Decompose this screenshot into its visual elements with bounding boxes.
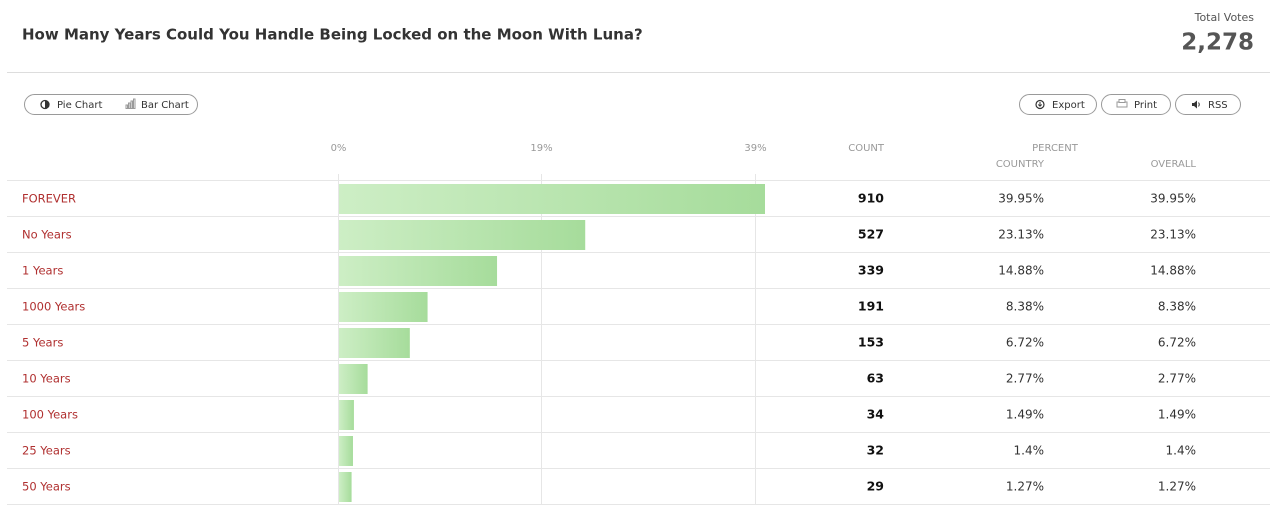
button-label: Print bbox=[1134, 100, 1157, 111]
vote-count: 63 bbox=[867, 371, 884, 386]
country-percent: 2.77% bbox=[1006, 372, 1044, 386]
overall-percent: 14.88% bbox=[1150, 264, 1196, 278]
overall-percent: 23.13% bbox=[1150, 228, 1196, 242]
bar bbox=[339, 292, 428, 322]
poll-title: How Many Years Could You Handle Being Lo… bbox=[22, 26, 643, 44]
column-header: OVERALL bbox=[1151, 159, 1197, 170]
vote-count: 32 bbox=[867, 443, 884, 458]
overall-percent: 1.27% bbox=[1158, 480, 1196, 494]
x-tick-label: 39% bbox=[744, 143, 766, 154]
option-label: 100 Years bbox=[22, 408, 78, 422]
overall-percent: 1.49% bbox=[1158, 408, 1196, 422]
total-votes: 2,278 bbox=[1181, 30, 1254, 56]
country-percent: 1.27% bbox=[1006, 480, 1044, 494]
pie-chart-button[interactable]: Pie Chart bbox=[40, 99, 102, 111]
vote-count: 34 bbox=[867, 407, 885, 422]
overall-percent: 8.38% bbox=[1158, 300, 1196, 314]
button-label: Pie Chart bbox=[57, 100, 102, 111]
button-label: Bar Chart bbox=[141, 100, 189, 111]
column-header: COUNT bbox=[848, 143, 885, 154]
country-percent: 14.88% bbox=[998, 264, 1044, 278]
total-votes-label: Total Votes bbox=[1194, 11, 1255, 24]
vote-count: 910 bbox=[858, 191, 884, 206]
print-button[interactable]: Print bbox=[1101, 94, 1171, 115]
option-label: 5 Years bbox=[22, 336, 63, 350]
country-percent: 1.49% bbox=[1006, 408, 1044, 422]
option-label: FOREVER bbox=[22, 192, 76, 206]
vote-count: 339 bbox=[858, 263, 884, 278]
vote-count: 153 bbox=[858, 335, 884, 350]
x-tick-label: 19% bbox=[530, 143, 552, 154]
button-label: Export bbox=[1052, 100, 1085, 111]
overall-percent: 2.77% bbox=[1158, 372, 1196, 386]
country-percent: 1.4% bbox=[1014, 444, 1045, 458]
option-label: 10 Years bbox=[22, 372, 71, 386]
country-percent: 8.38% bbox=[1006, 300, 1044, 314]
column-header: COUNTRY bbox=[996, 159, 1045, 170]
bar bbox=[339, 328, 410, 358]
option-label: 50 Years bbox=[22, 480, 71, 494]
bar bbox=[339, 472, 352, 502]
country-percent: 23.13% bbox=[998, 228, 1044, 242]
option-label: 1 Years bbox=[22, 264, 63, 278]
option-label: 25 Years bbox=[22, 444, 71, 458]
overall-percent: 6.72% bbox=[1158, 336, 1196, 350]
chart-toggle: Pie Chart Bar Chart bbox=[24, 94, 198, 115]
vote-count: 29 bbox=[867, 479, 884, 494]
option-label: No Years bbox=[22, 228, 72, 242]
bar bbox=[339, 436, 353, 466]
bar bbox=[339, 184, 765, 214]
overall-percent: 1.4% bbox=[1166, 444, 1197, 458]
rss-button[interactable]: RSS bbox=[1175, 94, 1241, 115]
option-label: 1000 Years bbox=[22, 300, 85, 314]
vote-count: 191 bbox=[858, 299, 884, 314]
x-tick-label: 0% bbox=[331, 143, 347, 154]
button-label: RSS bbox=[1208, 100, 1228, 111]
bar bbox=[339, 400, 354, 430]
overall-percent: 39.95% bbox=[1150, 192, 1196, 206]
export-button[interactable]: Export bbox=[1019, 94, 1097, 115]
bar bbox=[339, 220, 586, 250]
country-percent: 39.95% bbox=[998, 192, 1044, 206]
vote-count: 527 bbox=[858, 227, 884, 242]
bar bbox=[339, 364, 368, 394]
bar bbox=[339, 256, 498, 286]
column-header: PERCENT bbox=[1032, 143, 1079, 154]
country-percent: 6.72% bbox=[1006, 336, 1044, 350]
bar-chart-button[interactable]: Bar Chart bbox=[125, 98, 189, 111]
